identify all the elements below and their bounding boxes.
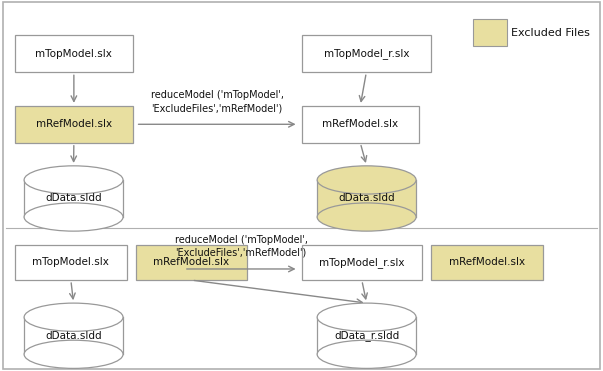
Text: mTopModel.slx: mTopModel.slx (33, 257, 109, 267)
Polygon shape (317, 317, 416, 354)
FancyBboxPatch shape (431, 245, 543, 280)
Ellipse shape (317, 303, 416, 331)
FancyBboxPatch shape (136, 245, 247, 280)
Text: dData.sldd: dData.sldd (45, 194, 102, 203)
Text: dData.sldd: dData.sldd (45, 331, 102, 341)
Ellipse shape (317, 166, 416, 194)
Text: mRefModel.slx: mRefModel.slx (322, 119, 399, 129)
FancyBboxPatch shape (302, 106, 419, 143)
FancyBboxPatch shape (473, 19, 507, 46)
Text: mRefModel.slx: mRefModel.slx (153, 257, 230, 267)
Text: mTopModel.slx: mTopModel.slx (36, 49, 112, 59)
FancyBboxPatch shape (15, 35, 133, 72)
Ellipse shape (24, 166, 123, 194)
Text: mTopModel_r.slx: mTopModel_r.slx (319, 257, 405, 268)
Text: reduceModel ('mTopModel',
'ExcludeFiles','mRefModel'): reduceModel ('mTopModel', 'ExcludeFiles'… (151, 90, 283, 113)
Text: dData.sldd: dData.sldd (338, 194, 395, 203)
Ellipse shape (317, 340, 416, 368)
Polygon shape (24, 317, 123, 354)
FancyBboxPatch shape (15, 245, 127, 280)
Ellipse shape (24, 203, 123, 231)
Ellipse shape (24, 303, 123, 331)
Text: reduceModel ('mTopModel',
'ExcludeFiles','mRefModel'): reduceModel ('mTopModel', 'ExcludeFiles'… (175, 234, 308, 258)
Text: mTopModel_r.slx: mTopModel_r.slx (324, 48, 409, 59)
FancyBboxPatch shape (302, 245, 422, 280)
Ellipse shape (24, 340, 123, 368)
Ellipse shape (317, 203, 416, 231)
Text: dData_r.sldd: dData_r.sldd (334, 330, 399, 341)
Polygon shape (24, 180, 123, 217)
FancyBboxPatch shape (3, 2, 600, 369)
Text: mRefModel.slx: mRefModel.slx (36, 119, 112, 129)
FancyBboxPatch shape (302, 35, 431, 72)
Text: mRefModel.slx: mRefModel.slx (449, 257, 525, 267)
Polygon shape (317, 180, 416, 217)
FancyBboxPatch shape (15, 106, 133, 143)
Text: Excluded Files: Excluded Files (511, 28, 590, 37)
